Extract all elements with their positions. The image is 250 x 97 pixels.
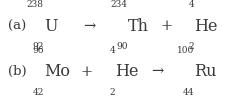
Text: Th: Th [128, 18, 148, 35]
Text: 2: 2 [188, 42, 194, 51]
Text: +: + [160, 19, 172, 33]
Text: 2: 2 [109, 88, 115, 97]
Text: 96: 96 [32, 46, 44, 55]
Text: He: He [115, 63, 138, 80]
Text: 238: 238 [26, 0, 44, 9]
Text: 4: 4 [109, 46, 115, 55]
Text: 234: 234 [110, 0, 127, 9]
Text: 4: 4 [188, 0, 194, 9]
Text: Ru: Ru [194, 63, 216, 80]
Text: 42: 42 [32, 88, 44, 97]
Text: (a): (a) [8, 20, 26, 33]
Text: (b): (b) [8, 65, 26, 78]
Text: 92: 92 [32, 42, 44, 51]
Text: Mo: Mo [44, 63, 70, 80]
Text: →: → [83, 19, 95, 33]
Text: 44: 44 [182, 88, 194, 97]
Text: +: + [80, 65, 92, 79]
Text: U: U [44, 18, 57, 35]
Text: →: → [150, 65, 162, 79]
Text: 100: 100 [176, 46, 194, 55]
Text: 90: 90 [116, 42, 127, 51]
Text: He: He [194, 18, 217, 35]
